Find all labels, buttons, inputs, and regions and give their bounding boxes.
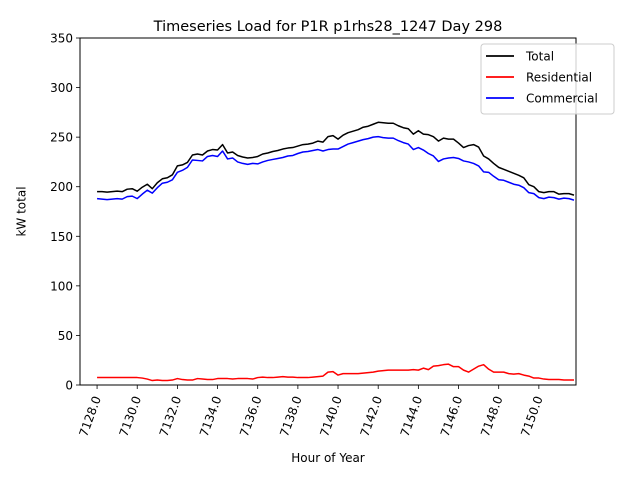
series-line-total	[97, 121, 575, 196]
legend-label-residential: Residential	[526, 71, 592, 85]
y-axis-label: kW total	[15, 186, 29, 236]
legend-label-commercial: Commercial	[526, 92, 598, 106]
chart-title: Timeseries Load for P1R p1rhs28_1247 Day…	[153, 19, 503, 35]
y-tick-label: 250	[50, 131, 73, 145]
y-tick-label: 350	[50, 32, 73, 46]
legend: Total Residential Commercial	[480, 43, 615, 115]
x-axis-label: Hour of Year	[291, 451, 365, 465]
y-tick-label: 300	[50, 81, 73, 95]
series-layer	[96, 121, 575, 382]
legend-box	[480, 43, 615, 115]
y-tick-label: 200	[50, 180, 73, 194]
axes-layer	[79, 37, 577, 386]
y-axis-ticks: 0 50 100 150 200 250 300 350	[50, 32, 80, 393]
plot-frame	[79, 37, 577, 386]
series-line-commercial	[96, 135, 575, 201]
y-tick-label: 0	[65, 379, 73, 393]
legend-label-total: Total	[525, 50, 554, 64]
y-tick-label: 100	[50, 279, 73, 293]
y-tick-label: 150	[50, 230, 73, 244]
y-tick-label: 50	[58, 329, 73, 343]
series-line-residential	[97, 363, 574, 382]
